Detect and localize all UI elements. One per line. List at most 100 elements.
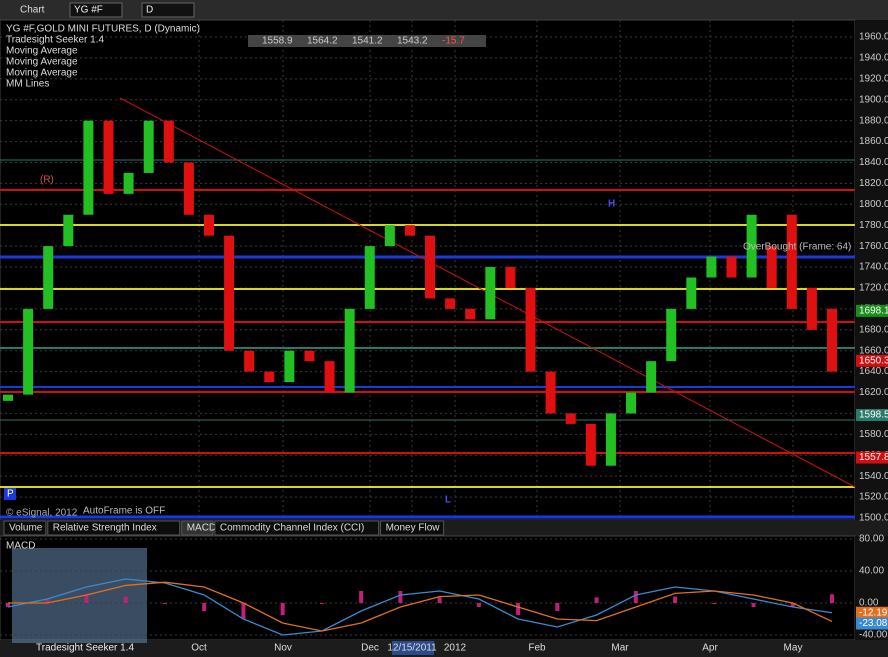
date-label: Feb [528,643,546,654]
macd-tick-label: 0.00 [859,598,879,609]
header-line: MM Lines [6,79,49,90]
tab[interactable] [47,520,181,536]
macd-hist [830,594,834,603]
macd-hist [673,596,678,603]
y-tick-label: 1520.0 [859,492,888,503]
candle [264,371,275,383]
macd-tick-label: -40.00 [859,630,888,641]
candle [445,298,456,309]
macd-hist [712,603,717,604]
copyright: © eSignal, 2012 [6,508,78,519]
window-title: Chart [20,5,45,16]
y-tick-label: 1900.0 [859,94,888,105]
price-tag-label: 1650.3 [859,355,888,366]
quote-value: 1543.2 [397,36,428,47]
candle [465,308,476,320]
toolbar [0,0,888,20]
candle [626,392,637,414]
tab-label[interactable]: Money Flow [386,523,441,534]
candle [766,246,777,288]
candle [163,120,174,163]
price-tag [856,451,888,464]
price-tag-label: 1557.8 [859,452,888,463]
tab[interactable] [214,520,380,536]
overbought-label: OverBought (Frame: 64) [743,242,851,253]
macd-hist [555,603,560,611]
date-highlight [392,641,434,655]
candle [666,308,677,362]
symbol-box[interactable] [69,2,123,18]
candle [384,225,395,247]
macd-tag-label: -23.08 [859,618,888,629]
candle [404,225,415,236]
reversal-label: (R) [40,175,54,186]
macd-hist [280,603,285,615]
macd-tag [856,606,888,619]
p-label: P [7,489,14,500]
price-tag [856,409,888,422]
candle [103,120,114,194]
candle [83,120,94,215]
macd-tick-label: 40.00 [859,566,884,577]
date-label: Oct [191,643,207,654]
date-label: Nov [274,643,292,654]
y-tick-label: 1920.0 [859,73,888,84]
tab-label[interactable]: Volume [9,523,43,534]
macd-tag-label: -12.19 [859,607,888,618]
macd-hist [398,591,403,603]
price-tag [856,304,888,317]
tab[interactable] [380,520,445,536]
candle [646,361,657,393]
price-tag-label: 1598.5 [859,410,888,421]
symbol[interactable]: YG #F [74,5,103,16]
candle [324,361,335,393]
tab[interactable] [181,520,214,536]
y-tick-label: 1840.0 [859,157,888,168]
macd-hist [319,603,324,604]
tab-label[interactable]: MACD [187,523,216,534]
date-label: Dec [361,643,379,654]
tab[interactable] [3,520,47,536]
y-tick-label: 1640.0 [859,366,888,377]
price-tag [856,354,888,367]
y-tick-label: 1800.0 [859,199,888,210]
interval-box[interactable] [141,2,195,18]
candle [364,246,375,309]
macd-tag [856,617,888,630]
candle [505,267,516,288]
macd-hist [476,603,481,607]
y-tick-label: 1860.0 [859,136,888,147]
candle [786,214,797,309]
date-label: 2012 [444,643,467,654]
high-label: H [608,199,615,210]
macd-hist [45,599,50,603]
y-tick-label: 1760.0 [859,241,888,252]
y-tick-label: 1940.0 [859,53,888,64]
macd-tick-label: 80.00 [859,534,884,545]
macd-hist [162,603,167,604]
candle [123,172,134,194]
y-tick-label: 1500.0 [859,513,888,524]
macd-hist [359,591,364,603]
low-label: L [445,495,451,506]
macd-hist [241,603,246,619]
macd-hist [202,603,207,611]
candle [605,413,616,466]
y-tick-label: 1780.0 [859,220,888,231]
candle [244,350,255,372]
candle [806,287,817,330]
header-line: YG #F,GOLD MINI FUTURES, D (Dynamic) [6,24,200,35]
candle [43,246,54,309]
info-overlay [12,548,147,643]
macd-hist [751,603,756,607]
header-line: Moving Average [6,46,78,57]
candle [485,267,496,320]
candle [827,308,837,372]
date-label: Mar [611,643,629,654]
tab-label[interactable]: Commodity Channel Index (CCI) [220,523,365,534]
macd-hist [437,597,442,603]
y-tick-label: 1620.0 [859,387,888,398]
tab-label[interactable]: Relative Strength Index [53,523,157,534]
macd-hist [516,603,521,615]
interval[interactable]: D [146,5,153,16]
